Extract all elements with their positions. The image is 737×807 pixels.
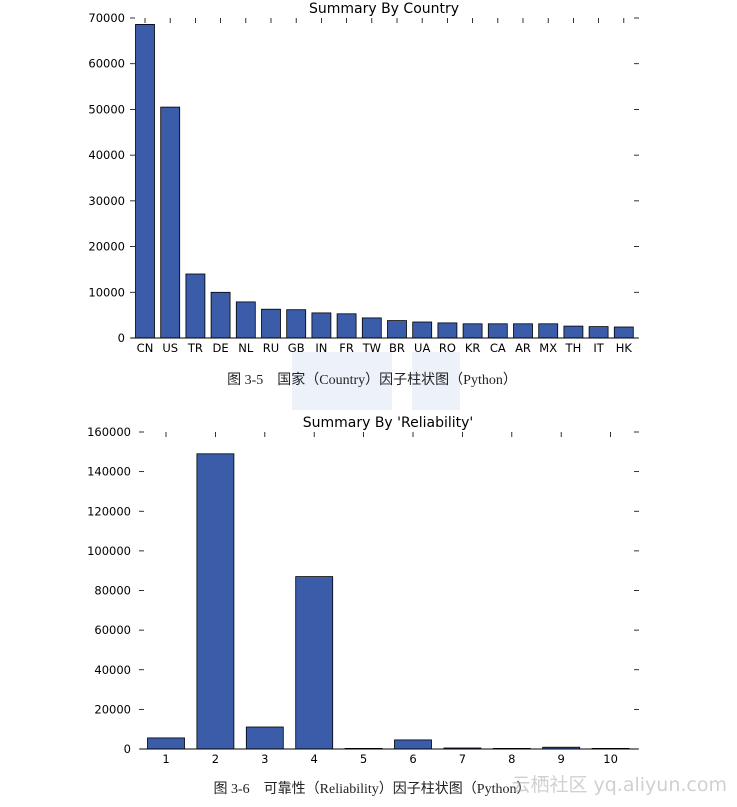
bar-US	[160, 106, 181, 339]
x-tick-label-7: 7	[459, 752, 466, 766]
x-tick-label-CA: CA	[490, 341, 506, 355]
x-tick-label-4: 4	[311, 752, 318, 766]
bar-IT	[588, 326, 609, 339]
watermark-logo-block-small	[412, 352, 460, 410]
y-tick-label-140000: 140000	[87, 465, 131, 479]
bar-IN	[311, 312, 332, 339]
x-tick-label-RU: RU	[263, 341, 279, 355]
x-tick-label-5: 5	[360, 752, 367, 766]
y-tick-label-0: 0	[124, 742, 131, 756]
chart-reliability: Summary By 'Reliability' 1 2 3 4 5 6 7 8 9 10 0 2000…	[87, 415, 639, 766]
x-tick-label-BR: BR	[389, 341, 405, 355]
site-watermark: 云栖社区 yq.aliyun.com	[511, 774, 727, 796]
y-tick-label-100000: 100000	[87, 544, 131, 558]
y-tick-label-80000: 80000	[94, 584, 131, 598]
y-tick-label-20000: 20000	[94, 702, 131, 716]
bar-GB	[286, 309, 307, 339]
x-tick-label-DE: DE	[213, 341, 229, 355]
y-tick-label-50000: 50000	[88, 102, 125, 116]
bar-6	[394, 739, 432, 750]
y-tick-label-20000: 20000	[88, 240, 125, 254]
x-tick-label-IN: IN	[315, 341, 327, 355]
x-tick-label-IT: IT	[593, 341, 604, 355]
x-tick-label-TW: TW	[362, 341, 381, 355]
y-tick-label-60000: 60000	[88, 57, 125, 71]
y-tick-label-120000: 120000	[87, 504, 131, 518]
y-tick-label-40000: 40000	[88, 148, 125, 162]
y-tick-label-70000: 70000	[88, 11, 125, 25]
figure-caption-reliability: 图 3-6 可靠性（Reliability）因子柱状图（Python）	[213, 782, 531, 797]
bar-CN	[135, 23, 155, 339]
bar-CA	[487, 323, 508, 339]
chart-title: Summary By 'Reliability'	[303, 415, 474, 431]
bar-FR	[336, 313, 357, 339]
figure-caption-country: 图 3-5 国家（Country）因子柱状图（Python）	[227, 373, 517, 388]
x-tick-label-8: 8	[508, 752, 515, 766]
bar-4	[295, 576, 334, 750]
y-tick-label-160000: 160000	[87, 425, 131, 439]
bar-HK	[613, 326, 634, 339]
x-tick-label-GB: GB	[288, 341, 305, 355]
x-tick-label-MX: MX	[539, 341, 557, 355]
x-tick-label-US: US	[162, 341, 178, 355]
chart-country: Summary By Country CN US TR DE NL RU GB IN FR TW BR…	[88, 1, 639, 355]
bar-KR	[462, 323, 483, 339]
bar-NL	[235, 301, 256, 339]
bar-TH	[563, 325, 584, 339]
x-tick-label-KR: KR	[465, 341, 481, 355]
x-tick-label-CN: CN	[137, 341, 154, 355]
x-tick-label-AR: AR	[515, 341, 531, 355]
y-tick-label-0: 0	[118, 331, 125, 345]
x-tick-label-9: 9	[558, 752, 565, 766]
bar-MX	[538, 323, 559, 339]
bar-TW	[361, 317, 382, 339]
watermark-logo-block	[292, 352, 392, 410]
bar-2	[196, 453, 235, 750]
bar-DE	[210, 291, 231, 339]
x-tick-label-6: 6	[409, 752, 416, 766]
y-tick-label-10000: 10000	[88, 285, 125, 299]
bar-RO	[437, 322, 458, 339]
bar-1	[147, 737, 185, 750]
bar-AR	[513, 323, 533, 339]
x-tick-label-HK: HK	[616, 341, 633, 355]
x-tick-label-3: 3	[261, 752, 268, 766]
y-tick-label-30000: 30000	[88, 194, 125, 208]
bar-TR	[185, 273, 206, 339]
x-tick-label-FR: FR	[339, 341, 354, 355]
bar-3	[245, 726, 284, 750]
x-tick-label-2: 2	[212, 752, 219, 766]
chart-title: Summary By Country	[309, 1, 459, 17]
bar-RU	[261, 308, 281, 339]
y-tick-label-40000: 40000	[94, 663, 131, 677]
bar-BR	[387, 320, 407, 339]
x-tick-label-TH: TH	[565, 341, 582, 355]
x-tick-label-NL: NL	[238, 341, 254, 355]
x-tick-label-1: 1	[162, 752, 169, 766]
x-tick-label-TR: TR	[187, 341, 203, 355]
x-tick-label-RO: RO	[439, 341, 456, 355]
x-tick-label-UA: UA	[414, 341, 430, 355]
y-tick-label-60000: 60000	[94, 623, 131, 637]
x-tick-label-10: 10	[603, 752, 618, 766]
bar-UA	[412, 321, 433, 339]
